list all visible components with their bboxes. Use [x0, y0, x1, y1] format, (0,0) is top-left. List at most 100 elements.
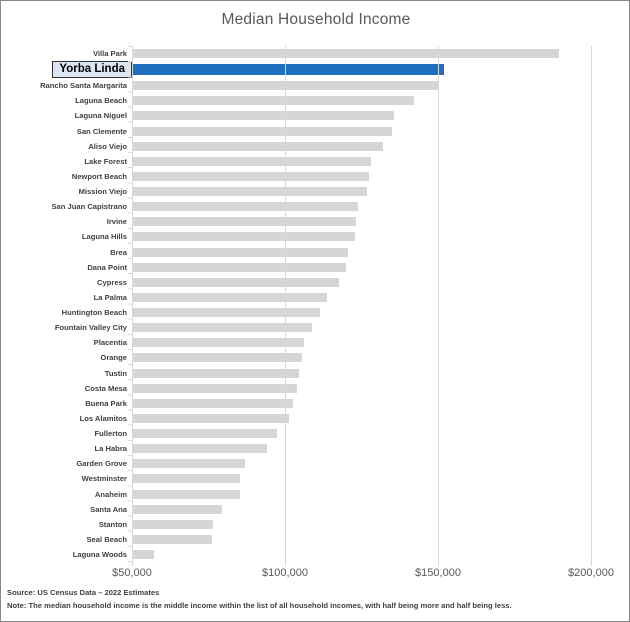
bar [132, 444, 267, 454]
bar [132, 247, 348, 257]
bar-row: Laguna Woods [1, 547, 623, 562]
bar [132, 413, 289, 423]
gridline-100000 [285, 46, 286, 562]
highlighted-bar-row: Yorba Linda [1, 61, 623, 79]
category-label: Newport Beach [71, 171, 127, 181]
bar-track [132, 320, 623, 335]
plot-area [128, 46, 592, 566]
bar-track [132, 229, 623, 244]
bar-row: Westminster [1, 471, 623, 486]
bar [132, 277, 339, 287]
x-axis-tick-mark [132, 562, 133, 566]
category-label: Laguna Beach [75, 96, 127, 106]
category-label: Orange [100, 353, 127, 363]
bar [132, 550, 155, 560]
bar-track [132, 245, 623, 260]
bar [132, 111, 395, 121]
category-label: Tustin [104, 368, 127, 378]
bar-track [132, 214, 623, 229]
category-label: Laguna Woods [72, 550, 127, 560]
bar [132, 308, 320, 318]
bar-track [132, 471, 623, 486]
bar [132, 489, 240, 499]
category-label: Dana Point [87, 262, 127, 272]
bar-row: Dana Point [1, 260, 623, 275]
x-axis-tick-mark [285, 562, 286, 566]
bar-track [132, 366, 623, 381]
bar [132, 398, 293, 408]
bar-row: Stanton [1, 517, 623, 532]
bar-track [132, 78, 623, 93]
x-axis-label: $200,000 [568, 567, 614, 579]
bar-row: Laguna Beach [1, 93, 623, 108]
x-axis-label: $50,000 [112, 567, 152, 579]
bar [132, 187, 367, 197]
bar-row: Los Alamitos [1, 411, 623, 426]
category-label: San Juan Capistrano [51, 202, 127, 212]
category-label: Buena Park [85, 398, 127, 408]
category-label: Laguna Hills [81, 232, 127, 242]
bar-track [132, 517, 623, 532]
bar [132, 171, 369, 181]
category-label: Laguna Niguel [74, 111, 127, 121]
category-label: Villa Park [92, 49, 127, 59]
bar-track [132, 441, 623, 456]
gridline-50000 [132, 46, 133, 562]
category-label: Los Alamitos [79, 413, 127, 423]
bar-track [132, 547, 623, 562]
gridline-200000 [591, 46, 592, 562]
bar-track [132, 139, 623, 154]
bar-row: Huntington Beach [1, 305, 623, 320]
category-label: Placentia [93, 338, 127, 348]
bar [132, 474, 241, 484]
bar [132, 202, 359, 212]
y-axis-tick-marks [128, 46, 132, 562]
category-label: Anaheim [94, 489, 127, 499]
bar-row: Laguna Niguel [1, 108, 623, 123]
category-label: Stanton [98, 519, 127, 529]
bar-row: Placentia [1, 335, 623, 350]
x-axis-tick-mark [438, 562, 439, 566]
bar [132, 96, 414, 106]
bar [132, 504, 222, 514]
bar-track [132, 456, 623, 471]
bar-row: Orange [1, 350, 623, 365]
bar-track [132, 46, 623, 61]
bar-track [132, 305, 623, 320]
bar [132, 353, 303, 363]
bar-row: Costa Mesa [1, 381, 623, 396]
category-label: Fullerton [94, 429, 127, 439]
bar-row: Santa Ana [1, 502, 623, 517]
bar-track [132, 124, 623, 139]
bar-row: Lake Forest [1, 154, 623, 169]
bar-track [132, 275, 623, 290]
bar [132, 459, 246, 469]
bar [132, 49, 559, 59]
category-label: Lake Forest [84, 156, 127, 166]
x-axis-label: $100,000 [262, 567, 308, 579]
category-label: Rancho Santa Margarita [40, 81, 127, 91]
category-label: Brea [110, 247, 127, 257]
bar-track [132, 61, 623, 78]
bar-track [132, 411, 623, 426]
bar [132, 292, 327, 302]
bar-row: San Juan Capistrano [1, 199, 623, 214]
category-label: Cypress [97, 277, 127, 287]
footer-source-text: Source: US Census Data – 2022 Estimates [7, 588, 160, 597]
bar-row: Tustin [1, 366, 623, 381]
bar [132, 126, 393, 136]
bar [132, 338, 304, 348]
bar-track [132, 335, 623, 350]
category-label: Westminster [81, 474, 127, 484]
bar-row: Fountain Valley City [1, 320, 623, 335]
bar-row: Aliso Viejo [1, 139, 623, 154]
footer-note-text: Note: The median household income is the… [7, 601, 512, 610]
bar [132, 429, 277, 439]
bar-track [132, 532, 623, 547]
bar-row: Newport Beach [1, 169, 623, 184]
category-label: Mission Viejo [78, 187, 127, 197]
bar-row: La Palma [1, 290, 623, 305]
bar-track [132, 350, 623, 365]
bar-row: Buena Park [1, 396, 623, 411]
category-label: Irvine [106, 217, 127, 227]
